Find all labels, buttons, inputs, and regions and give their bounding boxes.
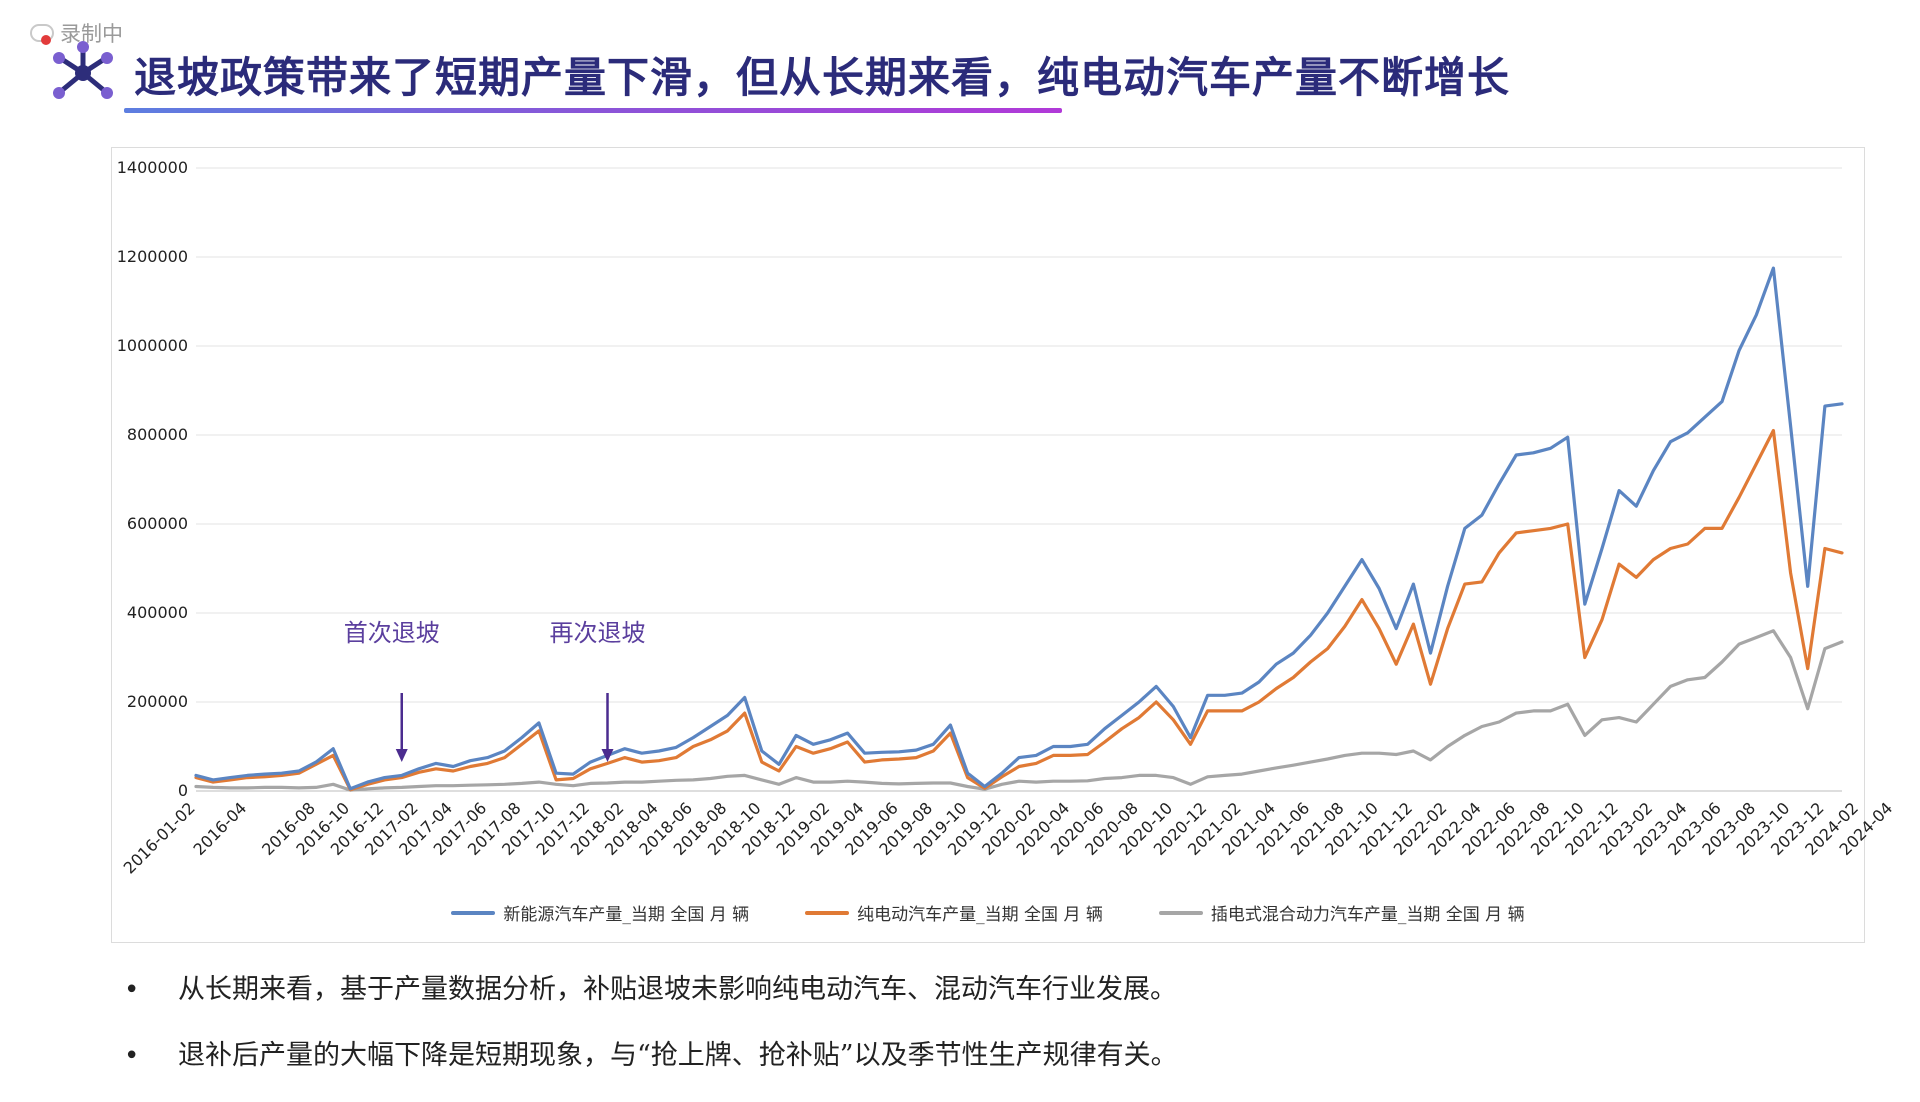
recording-label: 录制中 [60,22,123,46]
y-tick-label: 1000000 [117,336,188,355]
legend-label: 新能源汽车产量_当期 全国 月 辆 [503,905,750,925]
legend-swatch [451,910,496,915]
series-line-2 [194,428,1844,792]
bullet-item-1: 从长期来看，基于产量数据分析，补贴退坡未影响纯电动汽车、混动汽车行业发展。 [120,970,1178,1010]
series-line-1 [194,266,1844,791]
y-tick-label: 600000 [127,514,188,533]
legend-item-2: 纯电动汽车产量_当期 全国 月 辆 [805,900,1103,925]
recording-indicator: 录制中 [30,18,123,48]
legend-swatch [805,910,850,915]
legend-label: 插电式混合动力汽车产量_当期 全国 月 辆 [1210,905,1525,925]
y-tick-label: 400000 [127,603,188,622]
arrow-down-icon [601,749,614,762]
legend-item-3: 插电式混合动力汽车产量_当期 全国 月 辆 [1158,900,1525,925]
annotation-label: 再次退坡 [550,619,646,647]
chart-container: 0 200000 400000 600000 800000 1000000 1200000 1… [111,147,1897,943]
page-title: 退坡政策带来了短期产量下滑，但从长期来看，纯电动汽车产量不断增长 [134,53,1511,102]
title-underline [124,108,1062,113]
line-chart: 0 200000 400000 600000 800000 1000000 1200000 1… [117,158,1897,878]
x-tick-label: 2016-01-02 [120,798,199,877]
cloud-icon [30,24,54,45]
legend-swatch [1158,910,1203,915]
y-tick-label: 1400000 [117,158,188,177]
y-tick-label: 200000 [127,692,188,711]
molecule-logo-icon [53,41,113,99]
record-dot-icon [41,35,51,45]
legend-label: 纯电动汽车产量_当期 全国 月 辆 [857,905,1103,925]
annotation-label: 首次退坡 [344,619,440,647]
y-tick-label: 800000 [127,425,188,444]
chart-legend: 新能源汽车产量_当期 全国 月 辆 纯电动汽车产量_当期 全国 月 辆 插电式混合动… [112,900,1864,925]
y-tick-label: 0 [178,781,188,800]
bullet-item-2: 退补后产量的大幅下降是短期现象，与“抢上牌、抢补贴”以及季节性生产规律有关。 [120,1036,1178,1076]
bullet-list: 从长期来看，基于产量数据分析，补贴退坡未影响纯电动汽车、混动汽车行业发展。 退补… [120,970,1178,1102]
legend-item-1: 新能源汽车产量_当期 全国 月 辆 [451,900,749,925]
y-tick-label: 1200000 [117,247,188,266]
x-tick-label: 2016-04 [190,798,251,859]
arrow-down-icon [395,749,408,762]
series-line-3 [194,629,1844,792]
